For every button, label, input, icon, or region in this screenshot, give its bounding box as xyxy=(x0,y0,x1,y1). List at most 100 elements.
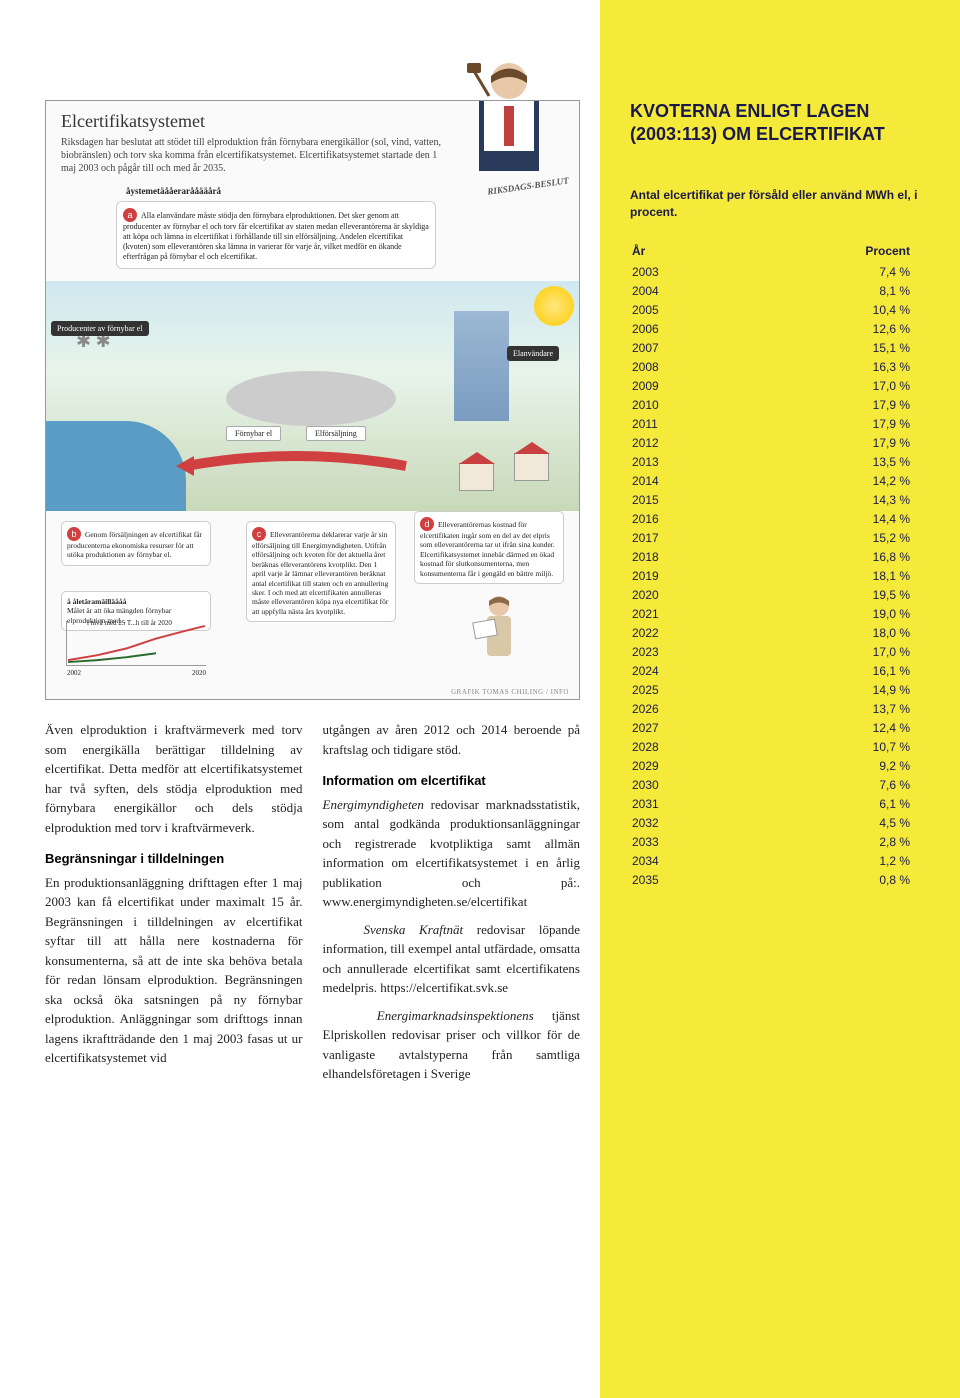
cell-percent: 14,2 % xyxy=(725,471,930,490)
diagram-scene: ✱ ✱ Producenter av förnybar el Elanvända… xyxy=(46,281,579,511)
label-sales: Elförsäljning xyxy=(306,426,366,441)
table-row: 20316,1 % xyxy=(630,794,930,813)
bubble-1-text: Alla elanvändare måste stödja den förnyb… xyxy=(123,211,429,261)
table-row: 20332,8 % xyxy=(630,832,930,851)
cell-year: 2028 xyxy=(630,737,725,756)
person-paper-icon xyxy=(469,591,529,671)
platform-icon xyxy=(226,371,396,426)
table-row: 201715,2 % xyxy=(630,528,930,547)
table-row: 200917,0 % xyxy=(630,376,930,395)
cell-year: 2009 xyxy=(630,376,725,395)
bubble-2: bGenom försäljningen av elcertifikat får… xyxy=(61,521,211,566)
main-content: Elcertifikatsystemet Riksdagen har beslu… xyxy=(0,0,600,1398)
cell-year: 2014 xyxy=(630,471,725,490)
sun-icon xyxy=(534,286,574,326)
table-row: 20299,2 % xyxy=(630,756,930,775)
table-row: 202712,4 % xyxy=(630,718,930,737)
cell-year: 2031 xyxy=(630,794,725,813)
cell-year: 2010 xyxy=(630,395,725,414)
cell-year: 2015 xyxy=(630,490,725,509)
table-row: 201614,4 % xyxy=(630,509,930,528)
table-row: 200816,3 % xyxy=(630,357,930,376)
sidebar-title: KVOTERNA ENLIGT LAGEN (2003:113) OM ELCE… xyxy=(630,100,930,147)
cell-percent: 10,4 % xyxy=(725,300,930,319)
cell-percent: 15,1 % xyxy=(725,338,930,357)
table-row: 201017,9 % xyxy=(630,395,930,414)
cell-year: 2003 xyxy=(630,262,725,281)
table-row: 202119,0 % xyxy=(630,604,930,623)
table-row: 20048,1 % xyxy=(630,281,930,300)
red-arrow-icon xyxy=(166,451,426,481)
cell-percent: 6,1 % xyxy=(725,794,930,813)
col2-heading: Information om elcertifikat xyxy=(323,771,581,791)
cell-percent: 16,8 % xyxy=(725,547,930,566)
article-col-2: utgången av åren 2012 och 2014 beroende … xyxy=(323,720,581,1092)
sidebar-subhead: Antal elcertifikat per försåld eller anv… xyxy=(630,187,930,221)
table-row: 202514,9 % xyxy=(630,680,930,699)
table-row: 20341,2 % xyxy=(630,851,930,870)
badge-1-icon: a xyxy=(123,208,137,222)
bubble-1: aAlla elanvändare måste stödja den förny… xyxy=(116,201,436,269)
th-year: År xyxy=(630,240,725,262)
cell-percent: 0,8 % xyxy=(725,870,930,889)
table-row: 20037,4 % xyxy=(630,262,930,281)
cell-year: 2020 xyxy=(630,585,725,604)
table-row: 202416,1 % xyxy=(630,661,930,680)
mini-chart-line-icon xyxy=(67,621,206,665)
table-row: 202613,7 % xyxy=(630,699,930,718)
table-row: 200612,6 % xyxy=(630,319,930,338)
infographic-panel: Elcertifikatsystemet Riksdagen har beslu… xyxy=(45,100,580,700)
cell-year: 2032 xyxy=(630,813,725,832)
judge-illustration xyxy=(459,41,559,181)
table-row: 200510,4 % xyxy=(630,300,930,319)
cell-percent: 2,8 % xyxy=(725,832,930,851)
table-row: 200715,1 % xyxy=(630,338,930,357)
cell-percent: 18,0 % xyxy=(725,623,930,642)
col1-heading: Begränsningar i tilldelningen xyxy=(45,849,303,869)
bubble-2-text: Genom försäljningen av elcertifikat får … xyxy=(67,530,202,559)
table-row: 20324,5 % xyxy=(630,813,930,832)
cell-percent: 12,6 % xyxy=(725,319,930,338)
label-users: Elanvändare xyxy=(507,346,559,361)
quota-table: År Procent 20037,4 %20048,1 %200510,4 %2… xyxy=(630,240,930,889)
bubble-4: dElleverantörernas kostnad för elcertifi… xyxy=(414,511,564,584)
col2-em2: Svenska Kraftnät xyxy=(364,922,464,937)
cell-year: 2007 xyxy=(630,338,725,357)
bubble-3-text: Elleverantörerna deklarerar varje år sin… xyxy=(252,530,388,616)
table-row: 201313,5 % xyxy=(630,452,930,471)
cell-year: 2019 xyxy=(630,566,725,585)
sidebar: KVOTERNA ENLIGT LAGEN (2003:113) OM ELCE… xyxy=(600,0,960,1398)
col2-em1: Energimyndigheten xyxy=(323,797,424,812)
cell-percent: 17,0 % xyxy=(725,376,930,395)
cell-percent: 16,3 % xyxy=(725,357,930,376)
cell-year: 2022 xyxy=(630,623,725,642)
cell-year: 2017 xyxy=(630,528,725,547)
cell-percent: 13,7 % xyxy=(725,699,930,718)
houses-icon xyxy=(459,441,549,491)
cell-percent: 16,1 % xyxy=(725,661,930,680)
table-row: 201414,2 % xyxy=(630,471,930,490)
th-percent: Procent xyxy=(725,240,930,262)
table-row: 201117,9 % xyxy=(630,414,930,433)
table-row: 201514,3 % xyxy=(630,490,930,509)
cell-percent: 14,3 % xyxy=(725,490,930,509)
bubble-4-text: Elleverantörernas kostnad för elcertifik… xyxy=(420,520,555,578)
cell-percent: 19,5 % xyxy=(725,585,930,604)
cell-year: 2024 xyxy=(630,661,725,680)
cell-percent: 14,4 % xyxy=(725,509,930,528)
cell-year: 2006 xyxy=(630,319,725,338)
col2-text2: redovisar marknadsstatistik, som antal g… xyxy=(323,797,581,910)
cell-year: 2004 xyxy=(630,281,725,300)
cell-year: 2013 xyxy=(630,452,725,471)
cell-year: 2021 xyxy=(630,604,725,623)
article-body: Även elproduktion i kraftvärmeverk med t… xyxy=(45,720,580,1092)
cell-year: 2025 xyxy=(630,680,725,699)
cell-percent: 13,5 % xyxy=(725,452,930,471)
cell-percent: 7,4 % xyxy=(725,262,930,281)
cell-percent: 17,9 % xyxy=(725,395,930,414)
water-icon xyxy=(46,421,186,511)
cell-year: 2012 xyxy=(630,433,725,452)
cell-percent: 19,0 % xyxy=(725,604,930,623)
cell-year: 2008 xyxy=(630,357,725,376)
col2-para4: Energimarknadsinspektionens tjänst Elpri… xyxy=(323,1006,581,1084)
